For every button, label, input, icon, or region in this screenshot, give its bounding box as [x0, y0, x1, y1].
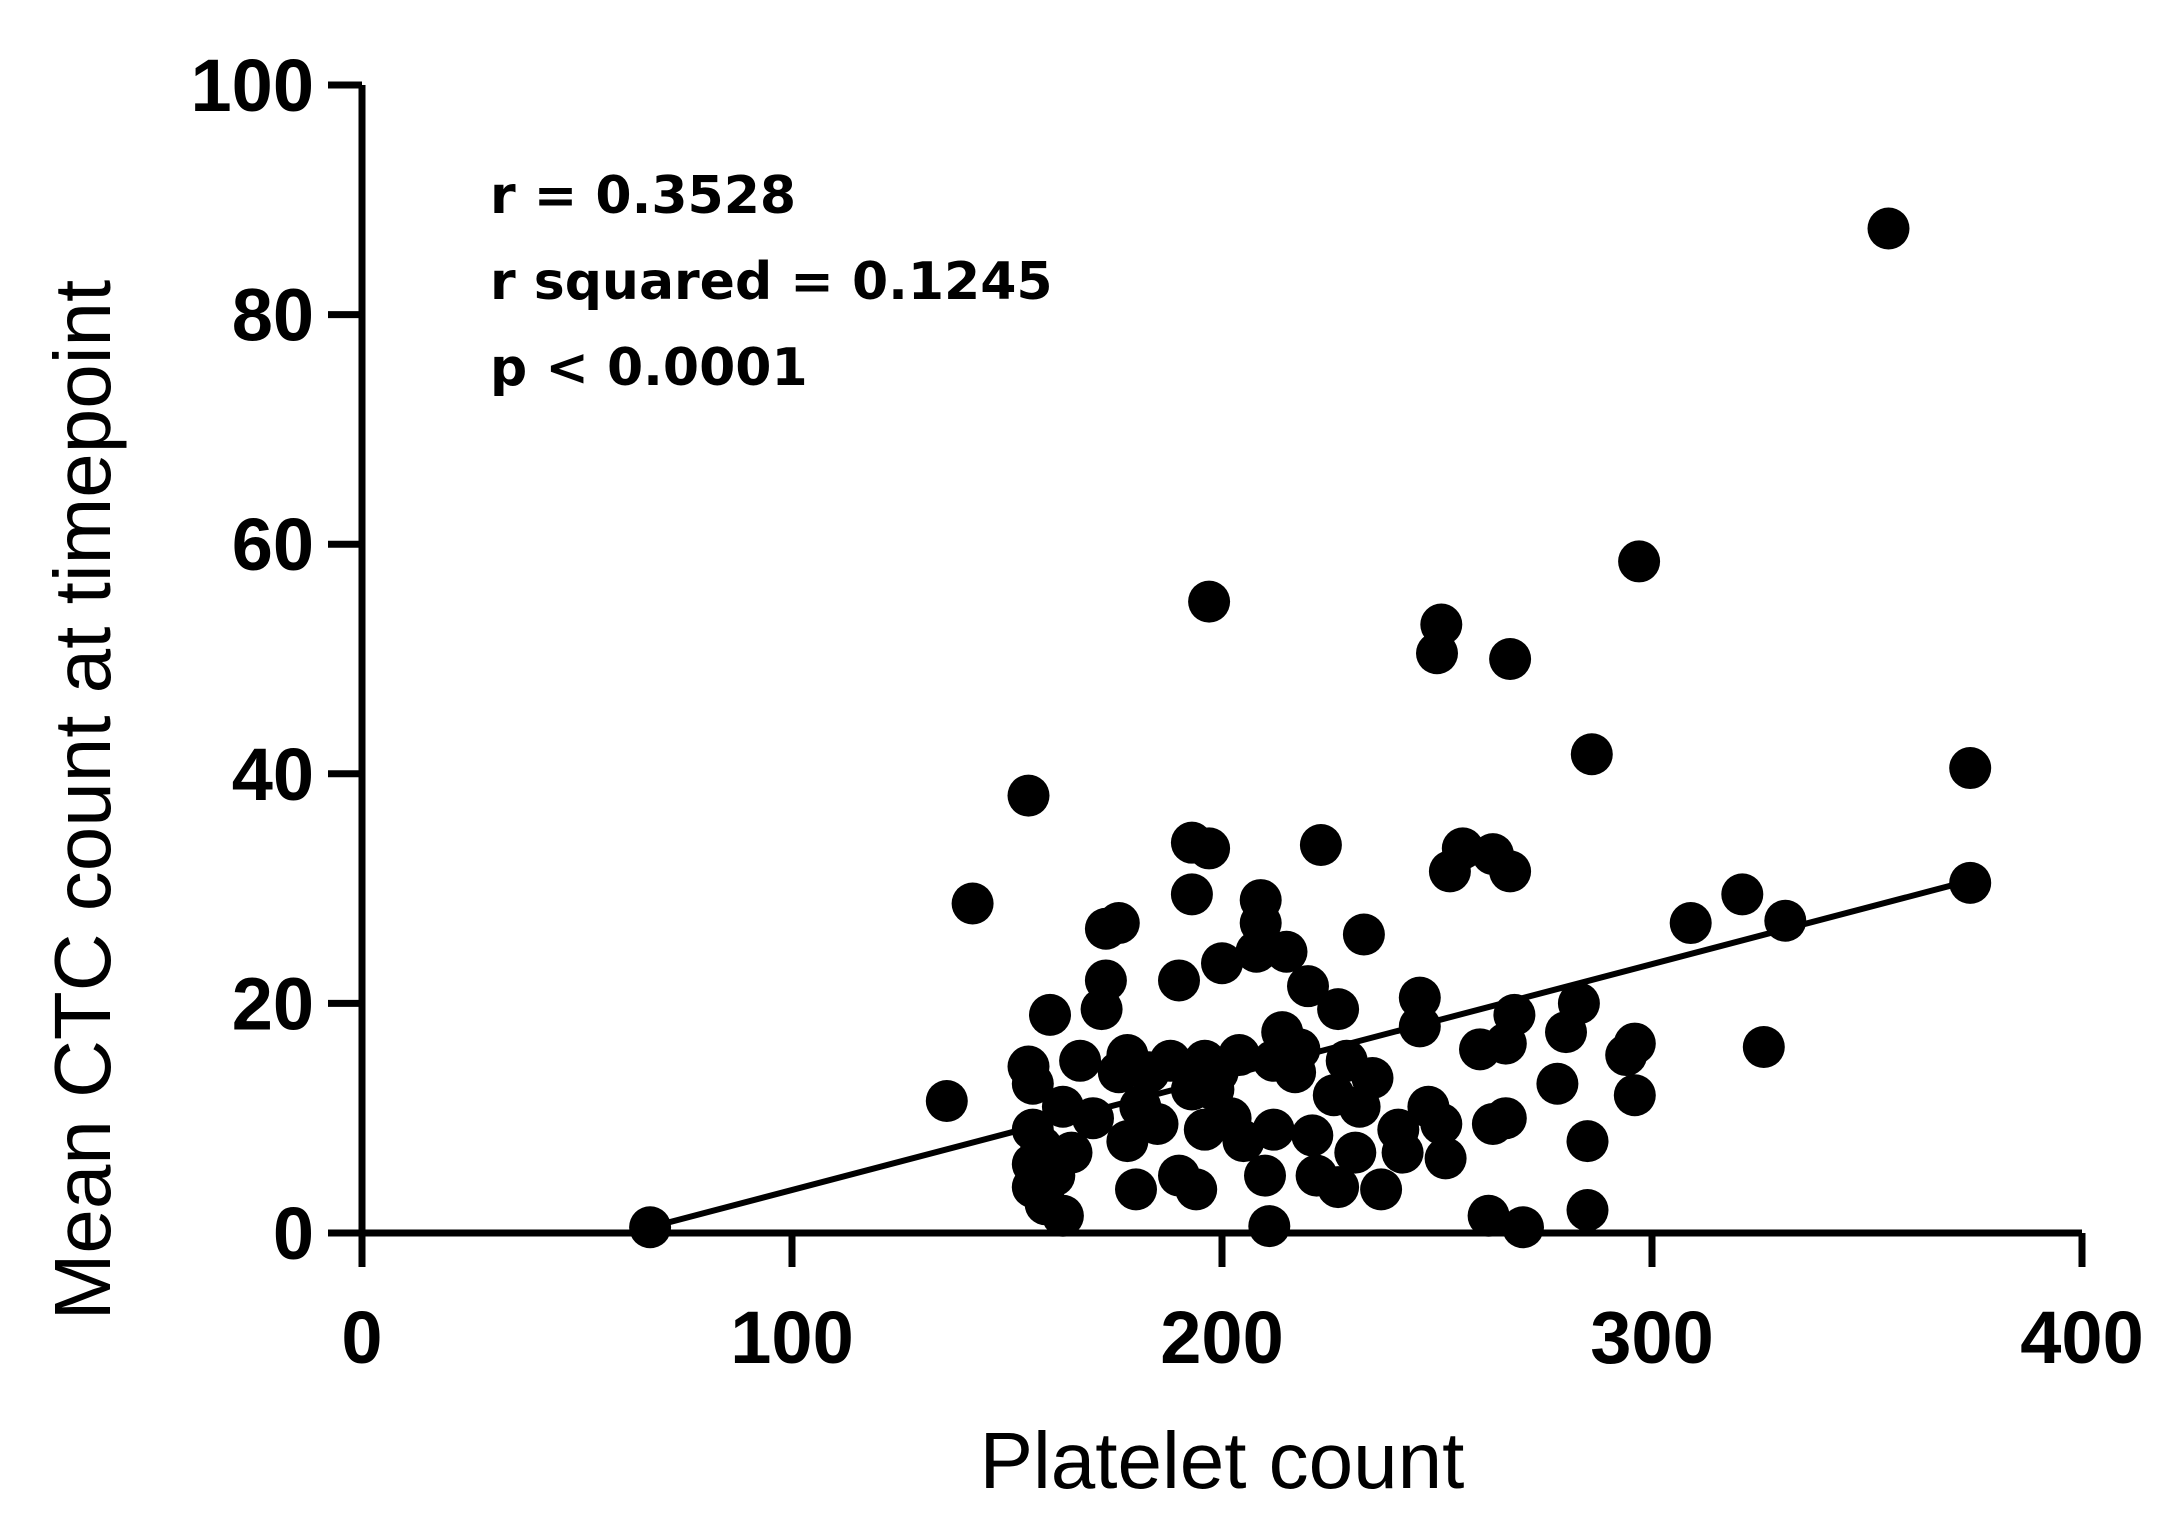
data-point	[1489, 850, 1531, 892]
data-point	[1059, 1040, 1101, 1082]
data-point	[1614, 1023, 1656, 1065]
x-tick-label: 300	[1590, 1296, 1713, 1379]
data-point	[1334, 1132, 1376, 1174]
data-point	[1042, 1195, 1084, 1237]
data-point	[1291, 1114, 1333, 1156]
data-point	[1571, 733, 1613, 775]
data-point	[1085, 959, 1127, 1001]
data-point	[1343, 914, 1385, 956]
annotation-block: r = 0.3528 r squared = 0.1245 p < 0.0001	[490, 166, 1053, 398]
data-point	[1489, 638, 1531, 680]
data-point	[1567, 1189, 1609, 1231]
data-point	[1485, 1097, 1527, 1139]
data-point	[1188, 827, 1230, 869]
x-tick-label: 100	[730, 1296, 853, 1379]
x-tick-label: 400	[2020, 1296, 2143, 1379]
x-tick-label: 200	[1160, 1296, 1283, 1379]
data-point	[1614, 1074, 1656, 1116]
data-point	[1618, 540, 1660, 582]
data-point	[1029, 994, 1071, 1036]
data-point	[1175, 1168, 1217, 1210]
y-tick-label: 100	[191, 44, 314, 127]
data-point	[1743, 1026, 1785, 1068]
data-point	[1115, 1168, 1157, 1210]
data-point	[1248, 1205, 1290, 1247]
data-point	[1360, 1168, 1402, 1210]
data-point	[1278, 1028, 1320, 1070]
data-point	[1317, 988, 1359, 1030]
data-point	[1536, 1063, 1578, 1105]
data-point	[1171, 873, 1213, 915]
data-point	[1868, 208, 1910, 250]
data-point	[1188, 581, 1230, 623]
x-tick-label: 0	[341, 1296, 382, 1379]
annotation-r-squared: r squared = 0.1245	[490, 252, 1053, 312]
y-axis-title: Mean CTC count at timepoint	[38, 280, 127, 1320]
data-point	[1567, 1120, 1609, 1162]
data-point	[1420, 604, 1462, 646]
annotation-p-value: p < 0.0001	[490, 338, 808, 398]
data-point	[1098, 902, 1140, 944]
y-tick-label: 40	[232, 733, 314, 816]
data-point	[1721, 873, 1763, 915]
data-point	[1072, 1097, 1114, 1139]
data-point	[1425, 1137, 1467, 1179]
y-tick-label: 0	[273, 1192, 314, 1275]
data-point	[926, 1080, 968, 1122]
data-point	[952, 883, 994, 925]
data-point	[1502, 1206, 1544, 1248]
data-point	[1253, 1109, 1295, 1151]
annotation-r: r = 0.3528	[490, 166, 796, 226]
data-point	[1158, 959, 1200, 1001]
data-point	[1382, 1132, 1424, 1174]
y-tick-label: 80	[232, 274, 314, 357]
data-point	[1137, 1103, 1179, 1145]
data-point	[1008, 775, 1050, 817]
data-point	[1300, 824, 1342, 866]
data-point	[1670, 902, 1712, 944]
data-point	[1949, 747, 1991, 789]
data-point	[1352, 1057, 1394, 1099]
y-tick-label: 20	[232, 962, 314, 1045]
x-axis-title: Platelet count	[980, 1416, 1465, 1505]
y-tick-label: 60	[232, 503, 314, 586]
data-point	[1244, 1155, 1286, 1197]
